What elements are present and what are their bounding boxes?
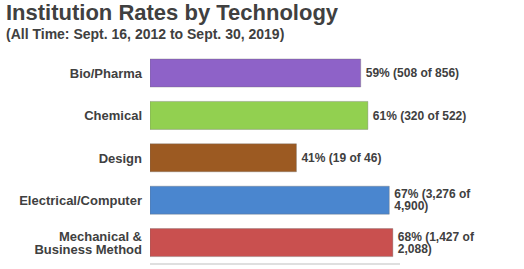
svg-text:Chemical: Chemical: [84, 108, 142, 123]
svg-text:Bio/Pharma: Bio/Pharma: [70, 66, 143, 81]
svg-text:59% (508 of 856): 59% (508 of 856): [366, 66, 459, 80]
html-text:(All Time: Sept. 16, 2012 to S: (All Time: Sept. 16, 2012 to Sept. 30, 2…: [6, 26, 285, 42]
svg-text:67% (3,276 of4,900): 67% (3,276 of4,900): [394, 187, 471, 213]
html-text:Institution Rates by Technolog: Institution Rates by Technology: [6, 0, 339, 25]
svg-text:41% (19 of 46): 41% (19 of 46): [301, 151, 381, 165]
svg-text:Design: Design: [99, 151, 142, 166]
svg-text:Mechanical &Business Method: Mechanical &Business Method: [34, 229, 142, 257]
svg-text:Electrical/Computer: Electrical/Computer: [19, 193, 142, 208]
svg-text:61% (320 of 522): 61% (320 of 522): [373, 109, 466, 123]
svg-text:68% (1,427 of2,088): 68% (1,427 of2,088): [398, 230, 475, 256]
